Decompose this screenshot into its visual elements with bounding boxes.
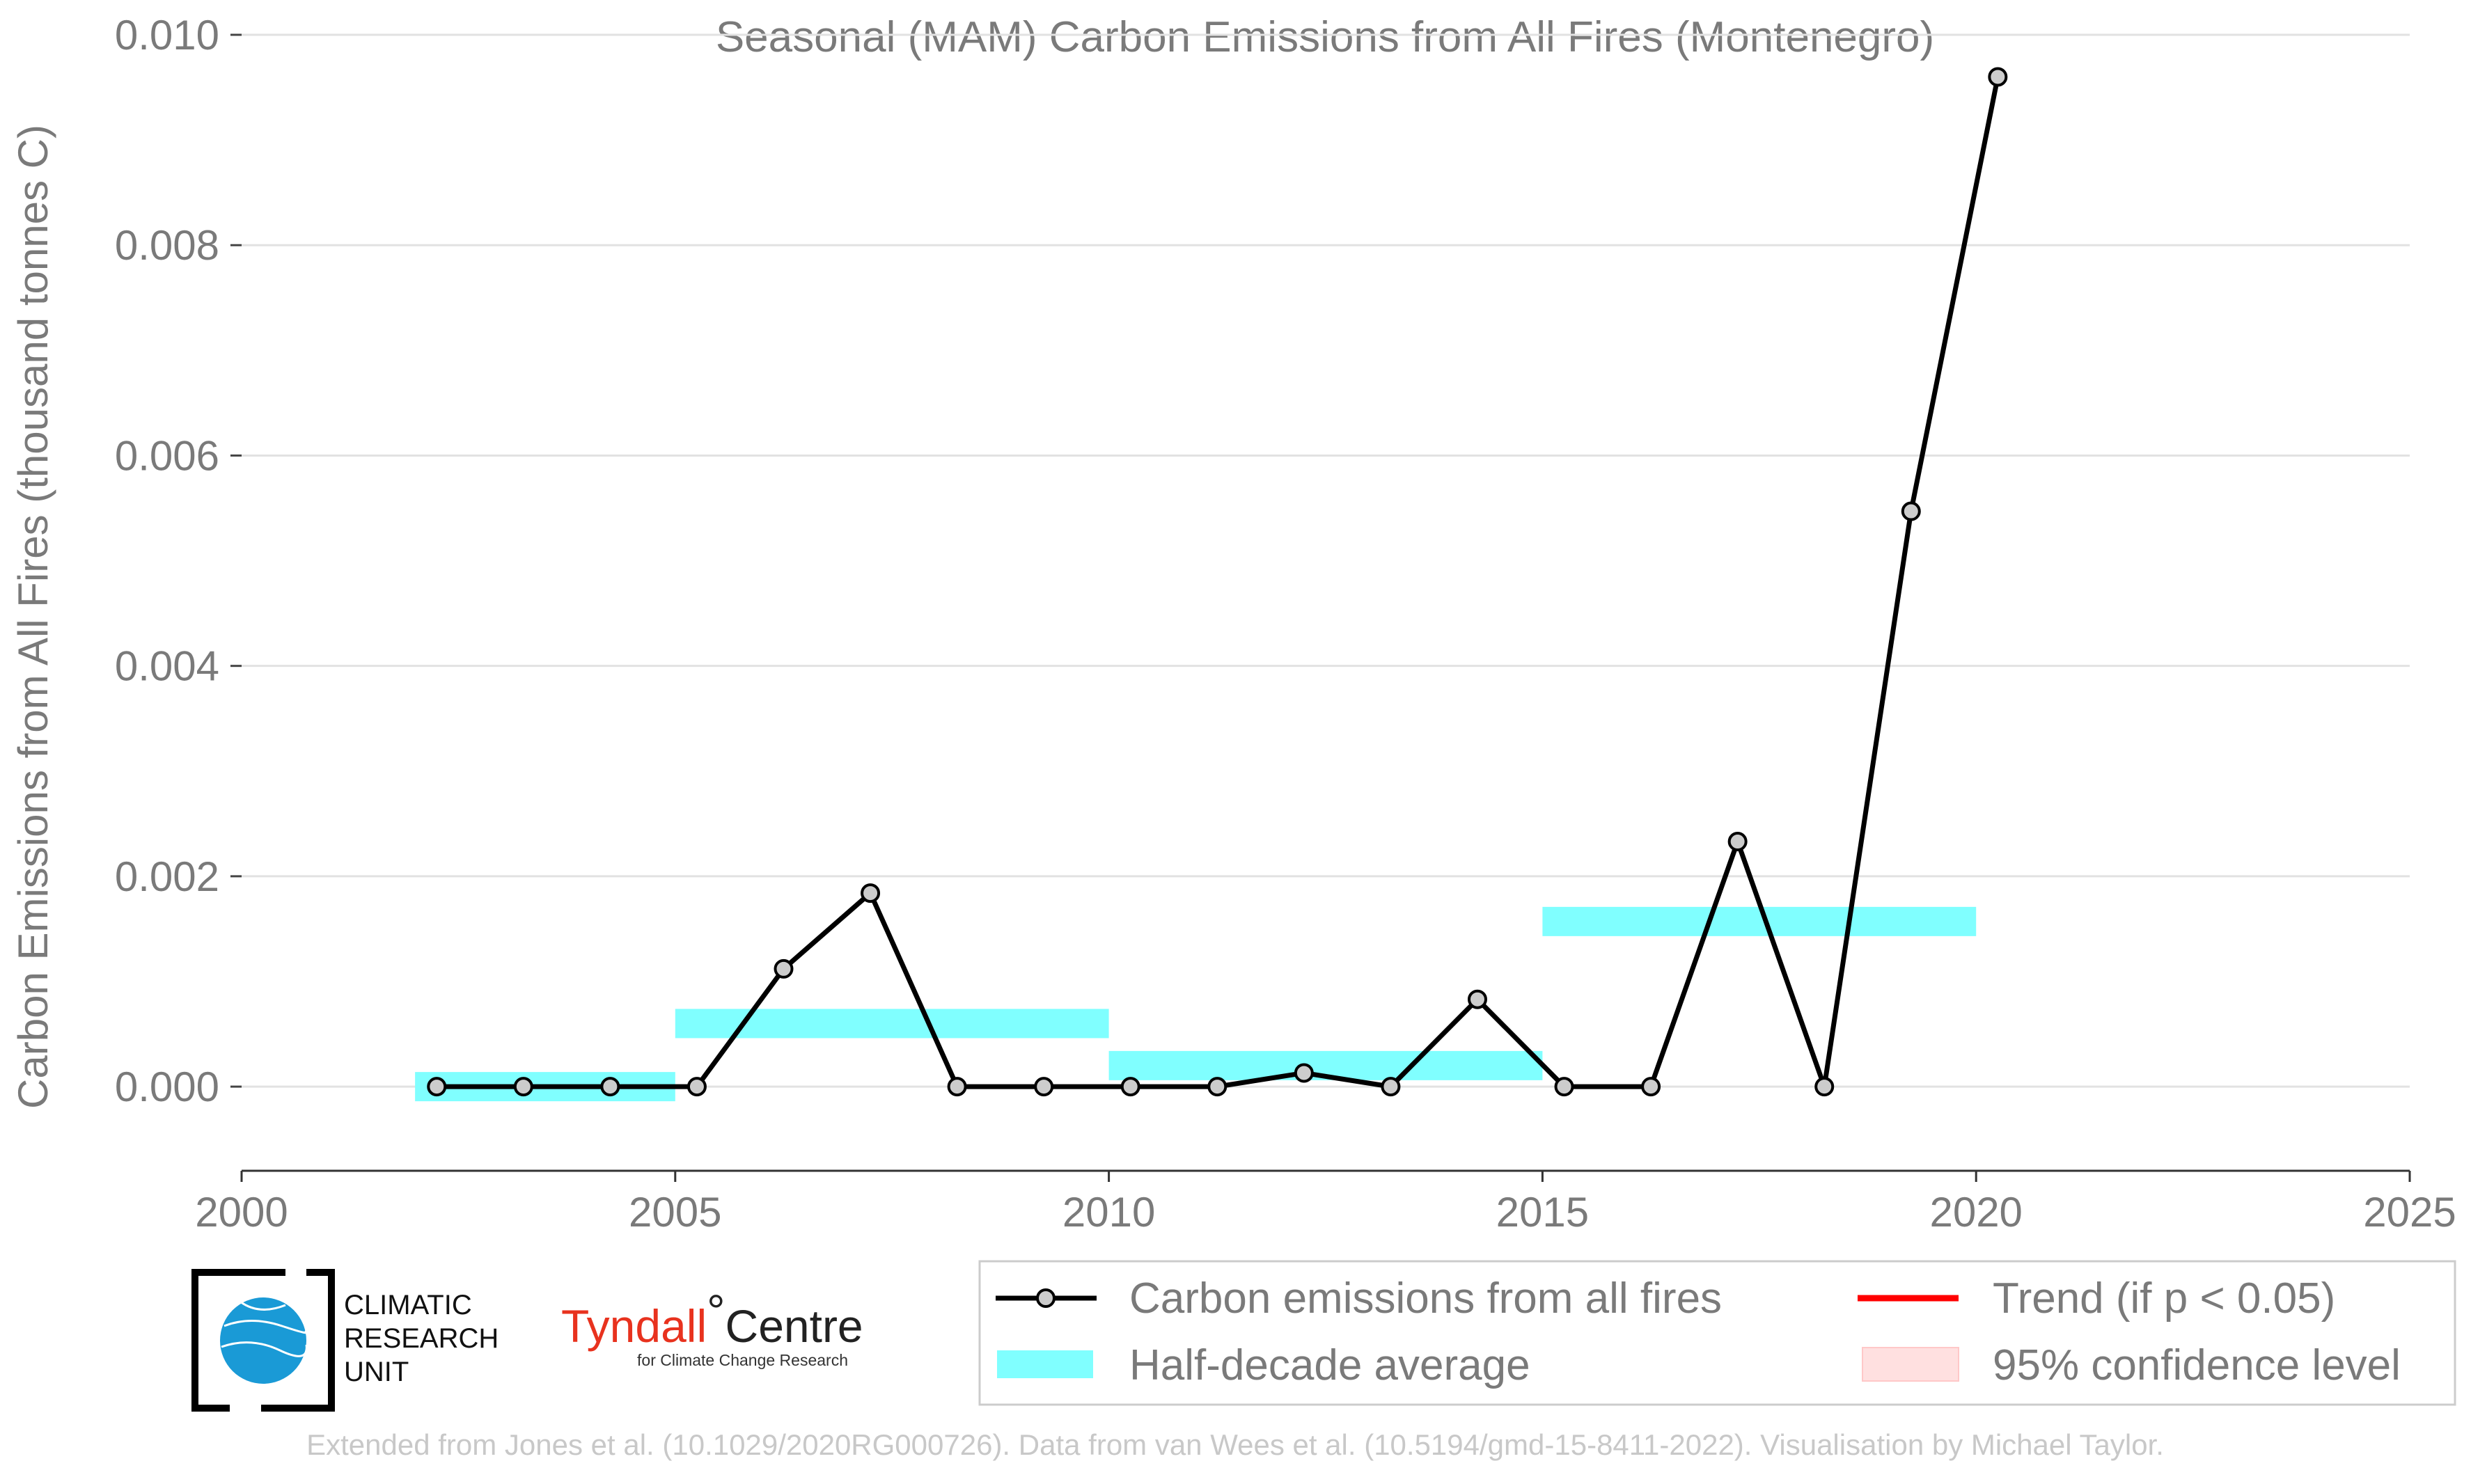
y-tick-label: 0.006	[115, 432, 219, 479]
y-tick-label: 0.000	[115, 1064, 219, 1110]
y-axis-label: Carbon Emissions from All Fires (thousan…	[10, 125, 56, 1109]
globe-icon	[220, 1297, 306, 1384]
x-tick-label: 2000	[195, 1189, 288, 1236]
gridlines	[230, 33, 2410, 1088]
data-point	[1641, 1077, 1661, 1097]
x-tick-label: 2020	[1929, 1189, 2022, 1236]
tyndall-tagline: for Climate Change Research	[637, 1351, 848, 1369]
data-credit: Extended from Jones et al. (10.1029/2020…	[306, 1428, 2164, 1461]
x-tick-label: 2025	[2363, 1189, 2456, 1236]
cru-logo-frame	[191, 1269, 335, 1412]
legend-marker-symbol	[1036, 1288, 1056, 1308]
data-point	[600, 1077, 620, 1097]
data-point	[1034, 1077, 1054, 1097]
chart-title: Seasonal (MAM) Carbon Emissions from All…	[716, 13, 1934, 61]
globe-lines	[221, 1300, 308, 1357]
emissions-series	[427, 67, 2008, 1097]
cru-logo-line1: CLIMATIC	[344, 1290, 472, 1320]
half-decade-average-bands	[415, 906, 1977, 1102]
y-tick-label: 0.010	[115, 12, 219, 58]
data-point	[1207, 1077, 1227, 1097]
x-tick-label: 2010	[1062, 1189, 1155, 1236]
data-point	[1901, 501, 1921, 521]
legend-frame	[978, 1260, 2456, 1406]
data-point	[1554, 1077, 1574, 1097]
legend-confidence-label: 95% confidence level	[1993, 1341, 2401, 1389]
cru-logo: CLIMATIC RESEARCH UNIT	[191, 1269, 499, 1412]
tyndall-wordmark: Tyndall°Centre	[561, 1285, 863, 1352]
legend-confidence-symbol	[1862, 1347, 1959, 1382]
cru-logo-line3: UNIT	[344, 1357, 409, 1387]
y-tick-label: 0.008	[115, 222, 219, 269]
legend-trend-label: Trend (if p < 0.05)	[1993, 1274, 2335, 1323]
x-tick-label: 2005	[629, 1189, 721, 1236]
half-decade-average-band	[675, 1009, 1109, 1039]
y-tick-labels: 0.000 0.002 0.004 0.006 0.008 0.010	[115, 12, 219, 1110]
half-decade-average-band	[1542, 906, 1977, 936]
legend-average-label: Half-decade average	[1129, 1341, 1530, 1389]
x-ticks: 2000 2005 2010 2015 2020 2025	[195, 1171, 2456, 1236]
data-point	[947, 1077, 967, 1097]
tyndall-logo: Tyndall°Centre for Climate Change Resear…	[561, 1285, 863, 1369]
data-point	[1381, 1077, 1401, 1097]
data-point	[687, 1077, 707, 1097]
x-tick-label: 2015	[1496, 1189, 1589, 1236]
data-point	[774, 958, 794, 979]
y-tick-label: 0.002	[115, 853, 219, 900]
data-point	[1120, 1077, 1140, 1097]
data-point	[1467, 989, 1487, 1009]
cru-logo-line2: RESEARCH	[344, 1323, 499, 1354]
data-point	[861, 883, 881, 903]
data-point	[1727, 832, 1748, 852]
data-point	[1814, 1077, 1835, 1097]
legend-average-symbol	[997, 1350, 1093, 1378]
legend-box: Carbon emissions from all fires Trend (i…	[978, 1260, 2456, 1406]
data-point	[1294, 1063, 1314, 1083]
data-point	[427, 1077, 447, 1097]
data-point	[513, 1077, 533, 1097]
legend-emissions-label: Carbon emissions from all fires	[1129, 1274, 1722, 1323]
y-tick-label: 0.004	[115, 643, 219, 690]
data-point	[1988, 67, 2008, 87]
